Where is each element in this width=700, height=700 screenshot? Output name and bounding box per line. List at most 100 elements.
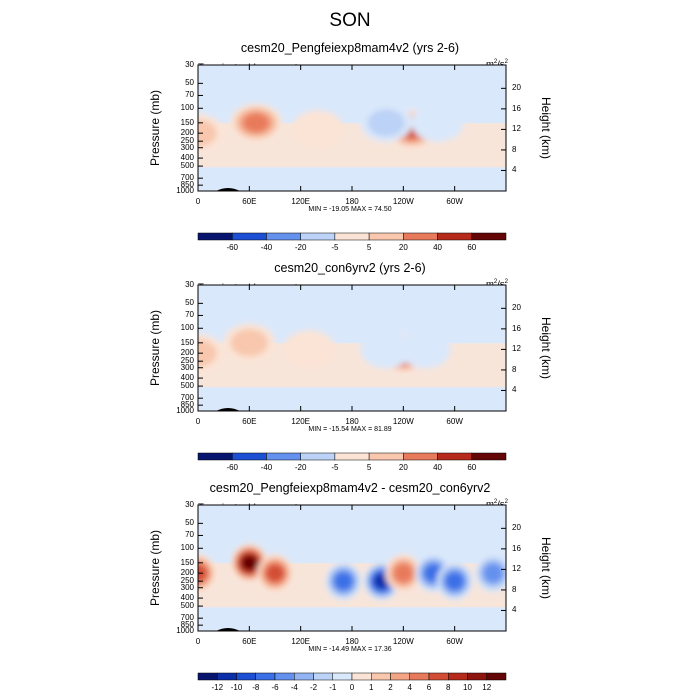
field-feature: [367, 566, 397, 597]
field-feature: [393, 563, 413, 583]
colorbar-label: -40: [260, 243, 273, 252]
x-tick-label: 120W: [392, 417, 414, 426]
field-feature: [415, 554, 452, 593]
y2-tick-label: 12: [512, 124, 521, 134]
colorbar-label: 12: [482, 683, 492, 692]
field-feature: [237, 550, 262, 575]
field-feature: [398, 330, 451, 369]
left-string: Transient eddy momentum: [198, 62, 311, 73]
colorbar-box: [368, 452, 404, 461]
colorbar-label: -4: [290, 683, 298, 692]
colorbar-box: [236, 672, 256, 681]
field-feature: [283, 330, 336, 369]
x-tick-label: 0: [195, 417, 201, 426]
min-max-label: MIN = -14.49 MAX = 17.36: [308, 646, 392, 653]
y-tick-label: 200: [180, 568, 194, 578]
colorbar-box: [448, 672, 468, 681]
x-tick-label: 60W: [446, 197, 463, 206]
colorbar-box: [231, 232, 267, 241]
y-tick-label: 50: [185, 78, 194, 88]
field-feature: [436, 562, 473, 601]
y-tick-label: 70: [185, 310, 194, 320]
y-tick-label: 30: [185, 500, 194, 509]
colorbar-label: -6: [271, 683, 279, 692]
field-feature: [240, 554, 258, 572]
colorbar-label: -40: [260, 463, 273, 472]
x-tick-label: 120W: [392, 637, 414, 646]
field-feature: [419, 559, 447, 587]
colorbar-box: [266, 452, 301, 461]
field-feature: [238, 110, 274, 136]
colorbar-box: [334, 452, 370, 461]
topography: [216, 628, 240, 631]
y-tick-label: 70: [185, 90, 194, 100]
field-feature: [393, 115, 431, 144]
panel-title: cesm20_Pengfeiexp8mam4v2 - cesm20_con6yr…: [209, 481, 491, 495]
y-tick-label: 70: [185, 530, 194, 540]
left-string: Transient eddy momentum: [198, 502, 311, 513]
left-string: Transient eddy momentum: [198, 282, 311, 293]
colorbar-label: 10: [463, 683, 472, 692]
colorbar-box: [231, 452, 267, 461]
field-feature: [230, 329, 268, 357]
y2-axis-label: Height (km): [539, 536, 553, 599]
y-tick-label: 500: [180, 381, 194, 391]
field-feature: [377, 334, 430, 373]
min-max-label: MIN = -15.54 MAX = 81.89: [308, 426, 392, 433]
field-feature: [374, 574, 390, 589]
field-feature: [242, 556, 257, 570]
field-feature: [369, 568, 395, 595]
field-feature: [261, 559, 289, 587]
colorbar-label: -1: [329, 683, 337, 692]
colorbar-label: -20: [294, 243, 307, 252]
field-feature: [330, 567, 357, 595]
field-feature: [232, 545, 266, 581]
field-feature: [360, 330, 413, 369]
field-band: [198, 563, 506, 608]
colorbar-label: 60: [467, 243, 477, 252]
y-tick-label: 150: [180, 557, 194, 567]
field-feature: [334, 572, 353, 590]
field-feature: [396, 118, 427, 141]
y2-tick-label: 16: [512, 323, 521, 333]
x-tick-label: 60W: [446, 637, 463, 646]
colorbar-box: [471, 232, 507, 241]
colorbar-label: 40: [433, 463, 442, 472]
colorbar-box: [368, 232, 404, 241]
y-tick-label: 400: [180, 373, 194, 383]
field-feature: [223, 323, 276, 362]
plot-frame: [197, 64, 507, 192]
y2-tick-label: 8: [512, 364, 517, 374]
colorbar-label: -60: [226, 463, 238, 472]
field-feature: [446, 572, 464, 590]
colorbar-box: [437, 452, 473, 461]
colorbar-label: -60: [226, 243, 238, 252]
colorbar-label: 60: [467, 463, 477, 472]
field-feature: [439, 564, 471, 598]
y2-axis-label: Height (km): [539, 96, 553, 159]
field-band: [198, 343, 506, 388]
y-tick-label: 1000: [176, 186, 194, 195]
colorbar-label: 8: [446, 683, 451, 692]
colorbar-box: [300, 232, 336, 241]
colorbar-label: -10: [230, 683, 243, 692]
y2-tick-label: 12: [512, 344, 521, 354]
x-tick-label: 60E: [242, 637, 257, 646]
colorbar-label: -5: [331, 243, 339, 252]
x-tick-label: 120E: [291, 637, 310, 646]
colorbar-box: [300, 452, 336, 461]
field-feature: [417, 556, 449, 590]
colorbar-label: 1: [369, 683, 374, 692]
field-feature: [391, 344, 416, 363]
colorbar-label: -20: [294, 463, 307, 472]
y-tick-label: 50: [185, 518, 194, 528]
colorbar-label: 20: [398, 243, 408, 252]
y2-tick-label: 16: [512, 543, 521, 553]
colorbar-box: [486, 672, 507, 681]
colorbar-label: 20: [398, 463, 408, 472]
field-feature: [388, 342, 419, 365]
field-feature: [400, 121, 424, 138]
y-tick-label: 30: [185, 60, 194, 69]
field-feature: [393, 346, 413, 361]
y-tick-label: 300: [180, 142, 194, 152]
